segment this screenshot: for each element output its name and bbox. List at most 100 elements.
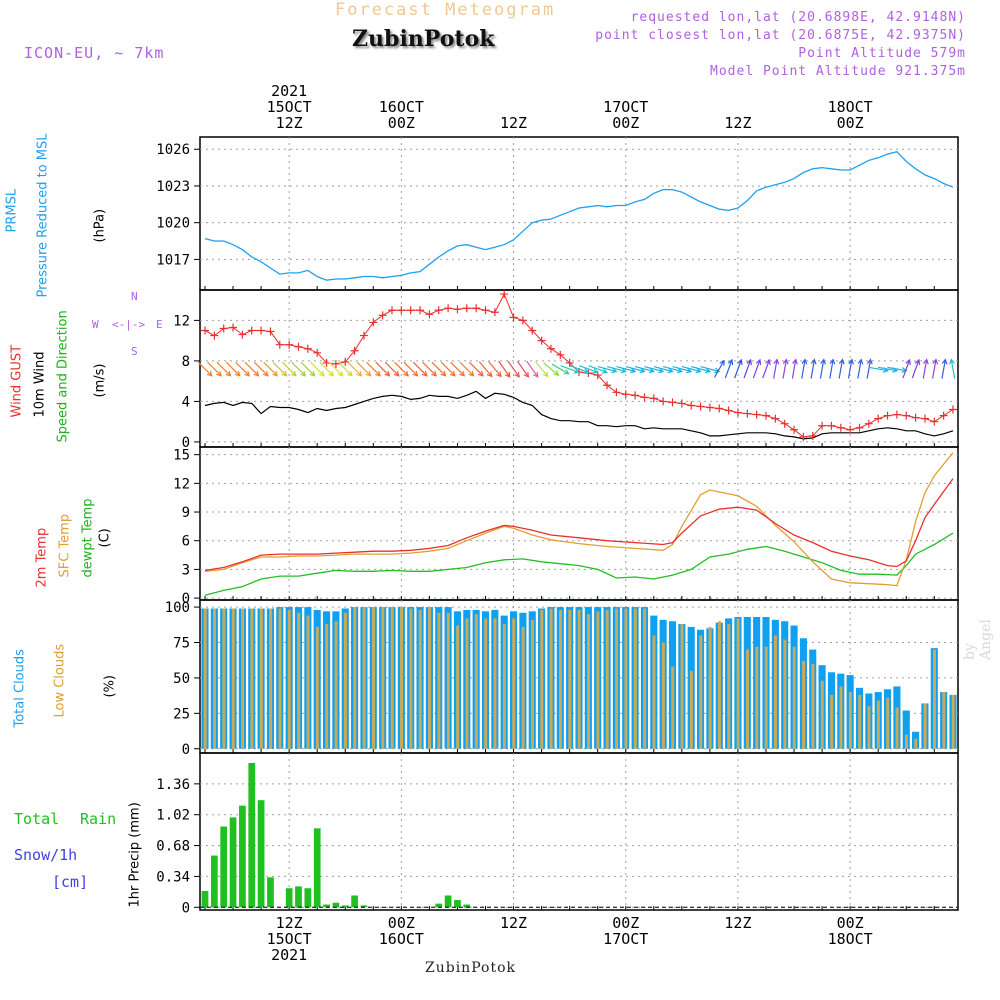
panel-frame-pressure	[199, 136, 959, 291]
wind-arrow-head	[648, 367, 655, 374]
gust-marker	[612, 388, 621, 397]
wind-arrow-shaft	[534, 361, 549, 377]
gust-marker	[481, 306, 490, 315]
wind-arrow-head	[421, 370, 428, 377]
wind-arrow-shaft	[338, 361, 353, 377]
wind-arrow-shaft	[877, 366, 898, 372]
rain-bar	[360, 905, 368, 908]
wind-arrow-shaft	[700, 365, 720, 373]
ytick-label: 50	[173, 671, 190, 687]
low-cloud-bar	[540, 609, 544, 749]
wind-arrow-head	[914, 358, 921, 366]
low-cloud-bar	[484, 618, 488, 749]
wind-arrow	[197, 361, 213, 377]
wind-arrow	[597, 365, 618, 374]
wind-arrow	[681, 365, 702, 374]
wind-arrow-head	[667, 367, 674, 374]
wind-arrow-head	[477, 370, 484, 377]
low-cloud-bar	[549, 608, 553, 749]
wind-arrow-head	[658, 367, 665, 374]
low-cloud-bar	[512, 618, 516, 749]
wind-arrow-shaft	[394, 361, 409, 377]
gust-marker	[752, 410, 761, 419]
wind-arrow	[422, 361, 438, 377]
low-cloud-bar	[409, 608, 413, 749]
wind-arrow-shaft	[866, 359, 872, 379]
wind-arrow	[700, 365, 721, 374]
rain-bar	[454, 900, 461, 908]
compass-s: S	[131, 345, 138, 358]
wind-arrow-head	[792, 358, 798, 365]
top-time-label: 00Z	[612, 114, 639, 132]
rain-bar	[341, 905, 349, 908]
low-cloud-bar	[848, 692, 852, 749]
low-cloud-bar	[530, 619, 534, 749]
wind-arrow-shaft	[459, 361, 475, 377]
wind-arrow-shaft	[253, 361, 269, 377]
wind-arrow-head	[714, 367, 721, 374]
ytick-label: 1023	[156, 179, 190, 195]
low-cloud-bar	[680, 624, 684, 749]
wind-arrow	[375, 361, 391, 377]
gust-marker	[771, 414, 780, 423]
wind-arrow-shaft	[431, 361, 446, 377]
gust-marker	[949, 405, 957, 414]
ytick-label: 15	[173, 448, 190, 464]
low-cloud-bar	[633, 608, 637, 749]
wind-arrow-head	[810, 358, 817, 365]
wind-arrow	[838, 358, 845, 379]
gust-marker	[827, 421, 836, 430]
low-cloud-bar	[802, 660, 806, 749]
wind-arrow-shaft	[922, 359, 928, 379]
wind-arrow-shaft	[366, 361, 381, 377]
wind-arrow-shaft	[356, 361, 372, 377]
gust-marker	[799, 432, 808, 441]
bottom-time-label: 2021	[271, 946, 307, 964]
gust-marker	[388, 306, 396, 315]
gust-marker	[902, 411, 911, 420]
wind-arrow-shaft	[384, 361, 400, 377]
gust-marker	[201, 326, 209, 335]
wind-arrow-head	[866, 358, 873, 365]
low-cloud-bar	[820, 680, 824, 749]
low-cloud-bar	[876, 700, 880, 749]
bottom-time-label: 15OCT	[267, 930, 312, 948]
wind-arrow-head	[403, 370, 410, 377]
wind-arrow-shaft	[635, 365, 654, 373]
wind-arrow-shaft	[791, 359, 797, 379]
gust-marker	[640, 393, 649, 402]
gust-marker	[705, 403, 714, 412]
wind-arrow	[431, 361, 447, 377]
low-cloud-bar	[792, 646, 796, 749]
wind-arrow-shaft	[941, 359, 946, 379]
wind-arrow-shaft	[440, 361, 456, 377]
precip-total-label: Total	[14, 810, 60, 828]
wind-arrow-head	[639, 367, 646, 374]
wind-arrow-head	[440, 370, 447, 377]
low-cloud-bar	[755, 646, 759, 749]
wind-arrow	[829, 358, 836, 379]
bottom-time-label: 17OCT	[603, 930, 648, 948]
low-cloud-bar	[250, 608, 254, 749]
wind-arrow	[941, 358, 948, 379]
low-cloud-bar	[222, 608, 226, 749]
top-time-label: 18OCT	[828, 98, 873, 116]
low-cloud-bar	[558, 609, 562, 749]
precip-rain-label: Rain	[80, 810, 117, 828]
gust-marker	[556, 350, 565, 359]
wind-arrow	[743, 358, 752, 379]
wind-arrow	[635, 365, 655, 374]
wind-arrow-shaft	[801, 359, 806, 379]
low-cloud-bar	[867, 706, 871, 749]
low-cloud-bar	[717, 621, 721, 749]
wind-arrow-shaft	[328, 361, 344, 377]
rain-bar	[285, 888, 293, 908]
wind-arrow	[616, 365, 637, 374]
wind-arrow-head	[801, 358, 808, 365]
wind-arrow	[507, 360, 520, 378]
wind-arrow	[551, 363, 570, 375]
rain-bar	[323, 904, 330, 908]
gust-marker	[846, 425, 855, 434]
low-cloud-bar	[736, 618, 740, 749]
ytick-label: 0.34	[156, 869, 190, 885]
